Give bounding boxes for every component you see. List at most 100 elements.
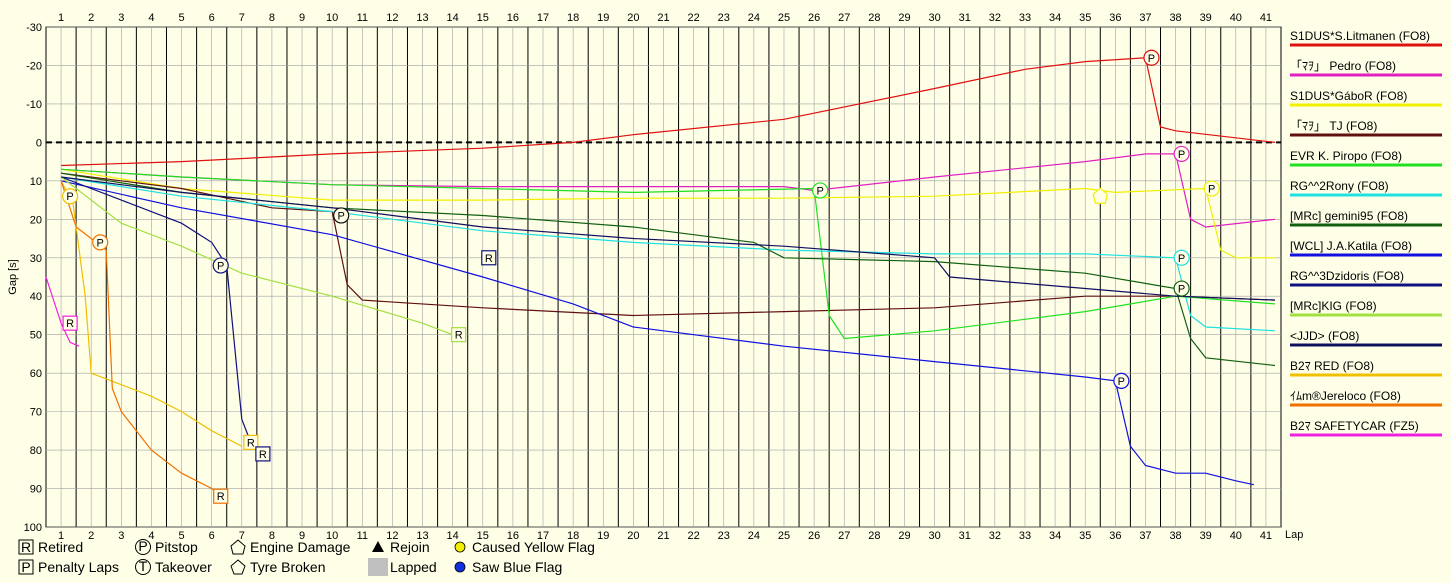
x-tick-label-top: 30 [928,12,940,24]
retired-marker-label: R [455,330,463,342]
x-tick-label-bottom: 39 [1200,530,1212,542]
y-axis-label: Gap [s] [7,259,19,294]
retired-marker-label: R [66,318,74,330]
pitstop-marker-label: P [338,210,345,222]
x-tick-label-top: 20 [627,12,639,24]
x-tick-label-top: 8 [269,12,275,24]
x-tick-label-bottom: 23 [718,530,730,542]
x-tick-label-top: 32 [989,12,1001,24]
y-tick-label: 60 [30,368,42,380]
x-tick-label-top: 16 [507,12,519,24]
pitstop-marker-label: P [1178,253,1185,265]
x-tick-label-bottom: 14 [447,530,459,542]
series-line [61,168,1276,340]
legend-entry-label: B2ﾏ RED (FO8) [1290,359,1374,373]
series-line [60,180,222,497]
x-tick-label-bottom: 16 [507,530,519,542]
series-line [61,172,1276,317]
x-tick-label-bottom: 17 [537,530,549,542]
y-tick-label: 30 [30,253,42,265]
x-tick-label-top: 21 [657,12,669,24]
x-tick-label-top: 6 [209,12,215,24]
x-tick-label-top: 1 [58,12,64,24]
x-tick-label-bottom: 32 [989,530,1001,542]
x-tick-label-top: 26 [808,12,820,24]
x-tick-label-top: 9 [299,12,305,24]
x-tick-label-bottom: 40 [1230,530,1242,542]
retired-marker-label: R [259,449,267,461]
legend-entry-label: 「ﾏｦ」 TJ (FO8) [1290,119,1377,133]
legend-entry-label: EVR K. Piropo (FO8) [1290,149,1402,163]
series-line [61,168,1275,259]
x-tick-label-bottom: 8 [269,530,275,542]
x-tick-label-bottom: 27 [838,530,850,542]
x-tick-label-bottom: 30 [928,530,940,542]
x-tick-label-top: 41 [1260,12,1272,24]
lapped-icon [368,558,388,576]
legend-entry-label: [WCL] J.A.Katila (FO8) [1290,239,1412,253]
legend-entry-label: 「ﾏｦ」 Pedro (FO8) [1290,59,1396,73]
key-label: Engine Damage [250,539,351,555]
key-label: Penalty Laps [38,559,119,575]
x-tick-label-top: 27 [838,12,850,24]
x-tick-label-bottom: 7 [239,530,245,542]
x-tick-label-bottom: 3 [118,530,124,542]
x-tick-label-bottom: 2 [88,530,94,542]
x-tick-label-top: 38 [1169,12,1181,24]
y-tick-label: -10 [26,99,42,111]
series-line [60,180,1255,486]
key-label: Caused Yellow Flag [472,539,595,555]
x-tick-label-bottom: 36 [1109,530,1121,542]
x-tick-label-top: 11 [357,12,368,24]
key-circle-icon [135,559,151,575]
x-tick-label-top: 36 [1109,12,1121,24]
x-tick-label-bottom: 18 [567,530,579,542]
x-tick-label-top: 24 [748,12,760,24]
legend-entry-label: RG^^3Dzidoris (FO8) [1290,269,1404,283]
pitstop-marker-label: P [217,260,224,272]
retired-marker [243,434,259,450]
key-label: Takeover [155,559,212,575]
pitstop-marker [1173,145,1190,163]
x-tick-label-top: 23 [718,12,730,24]
x-tick-label-top: 37 [1139,12,1151,24]
key-icon-letter: P [138,538,147,554]
x-tick-label-bottom: 21 [657,530,669,542]
key-label: Lapped [390,559,437,575]
x-tick-label-bottom: 37 [1139,530,1151,542]
series-line [45,276,80,347]
legend-entry-label: <JJD> (FO8) [1290,329,1359,343]
engine-damage-marker [1092,187,1108,204]
x-tick-label-bottom: 34 [1049,530,1061,542]
y-tick-label: 20 [30,214,42,226]
key-circle-icon [135,539,151,555]
x-tick-label-top: 33 [1019,12,1031,24]
legend-entry-label: [MRc]KIG (FO8) [1290,299,1377,313]
pitstop-marker [1173,249,1190,266]
x-tick-label-bottom: 19 [597,530,609,542]
legend-entry-label: B2ﾏ SAFETYCAR (FZ5) [1290,419,1419,433]
x-tick-label-top: 34 [1049,12,1061,24]
rejoin-icon [372,541,384,552]
x-tick-label-bottom: 11 [357,530,368,542]
x-tick-label-bottom: 38 [1169,530,1181,542]
key-label: Rejoin [390,539,430,555]
pitstop-marker-label: P [1178,284,1185,296]
pitstop-marker-label: P [816,185,823,197]
key-label: Pitstop [155,539,198,555]
legend-entry-label: RG^^2Rony (FO8) [1290,179,1389,193]
series-line [60,180,243,447]
x-tick-label-top: 35 [1079,12,1091,24]
x-tick-label-top: 5 [178,12,184,24]
x-tick-label-bottom: 24 [748,530,760,542]
key-label: Tyre Broken [250,559,325,575]
pitstop-marker-label: P [1208,184,1215,196]
retired-marker [451,327,467,343]
y-tick-label: 90 [30,484,42,496]
x-tick-label-bottom: 41 [1260,530,1272,542]
pitstop-marker-label: P [97,237,104,249]
x-tick-label-bottom: 20 [627,530,639,542]
y-tick-label: 10 [30,176,42,188]
engine-damage-icon [230,539,246,555]
pitstop-marker-label: P [66,191,73,203]
